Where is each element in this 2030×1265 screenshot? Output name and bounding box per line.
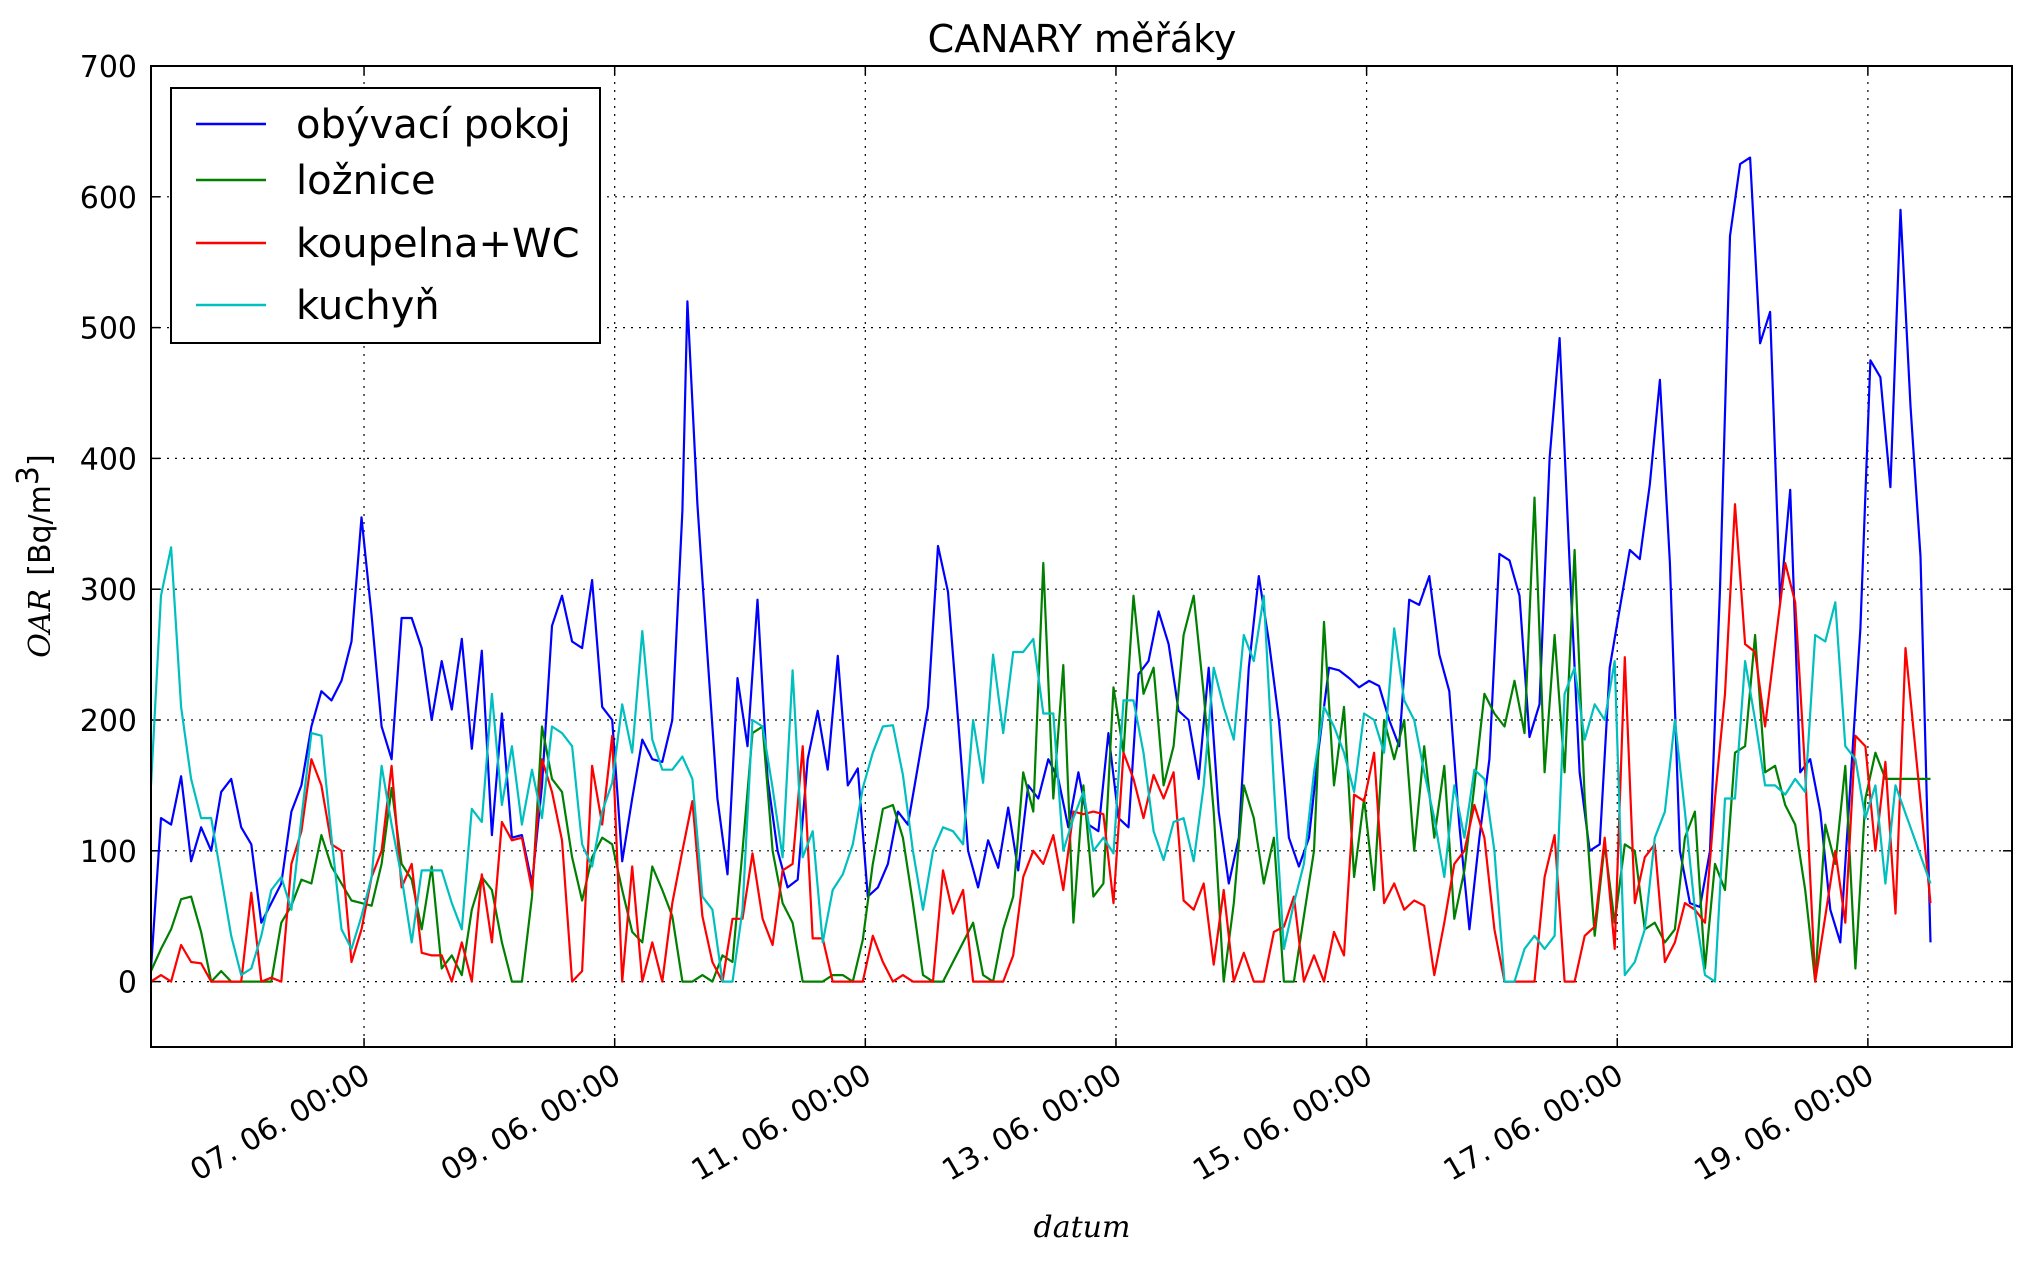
y-tick-label: 100: [80, 835, 137, 870]
y-axis-ticks: 0 100 200 300 400 500 600 700: [80, 50, 2012, 1001]
x-tick-label: 09. 06. 00:00: [435, 1058, 627, 1189]
chart-title: CANARY měřáky: [928, 17, 1237, 61]
legend: obývací pokoj ložnice koupelna+WC kuchyň: [170, 87, 601, 344]
x-tick-label: 15. 06. 00:00: [1187, 1058, 1379, 1189]
y-tick-label: 0: [118, 966, 137, 1001]
x-tick-label: 07. 06. 00:00: [185, 1058, 377, 1189]
legend-label-kuchyn: kuchyň: [296, 283, 440, 329]
x-tick-label: 17. 06. 00:00: [1438, 1058, 1630, 1189]
x-tick-label: 11. 06. 00:00: [686, 1058, 878, 1189]
x-axis-label: datum: [1034, 1210, 1131, 1245]
y-axis-label-unit: [Bq/m: [23, 485, 58, 576]
plot-frame: [150, 65, 2013, 1048]
series-line-2: [150, 503, 1932, 983]
y-tick-label: 500: [80, 312, 137, 347]
y-tick-label: 200: [80, 704, 137, 739]
series-line-1: [149, 496, 1931, 983]
series-lines: [149, 156, 1932, 983]
y-axis-label: OAR [Bq/m3]: [11, 454, 58, 657]
legend-label-obyvaci-pokoj: obývací pokoj: [296, 102, 571, 148]
y-axis-label-symbol: OAR: [23, 589, 58, 658]
y-tick-label: 400: [80, 442, 137, 477]
legend-box: [170, 87, 601, 344]
y-axis-label-bracket: ]: [23, 454, 58, 466]
x-tick-label: 13. 06. 00:00: [936, 1058, 1128, 1189]
x-tick-label: 19. 06. 00:00: [1688, 1058, 1880, 1189]
y-tick-label: 600: [80, 181, 137, 216]
svg-text:OAR [Bq/m3]: OAR [Bq/m3]: [11, 454, 58, 657]
legend-label-koupelna-wc: koupelna+WC: [296, 221, 580, 267]
series-line-0: [149, 156, 1932, 969]
series-line-3: [149, 546, 1932, 983]
y-tick-label: 300: [80, 573, 137, 608]
y-tick-label: 700: [80, 50, 137, 85]
legend-label-loznice: ložnice: [296, 158, 436, 204]
y-axis-label-exponent: 3: [11, 466, 46, 485]
